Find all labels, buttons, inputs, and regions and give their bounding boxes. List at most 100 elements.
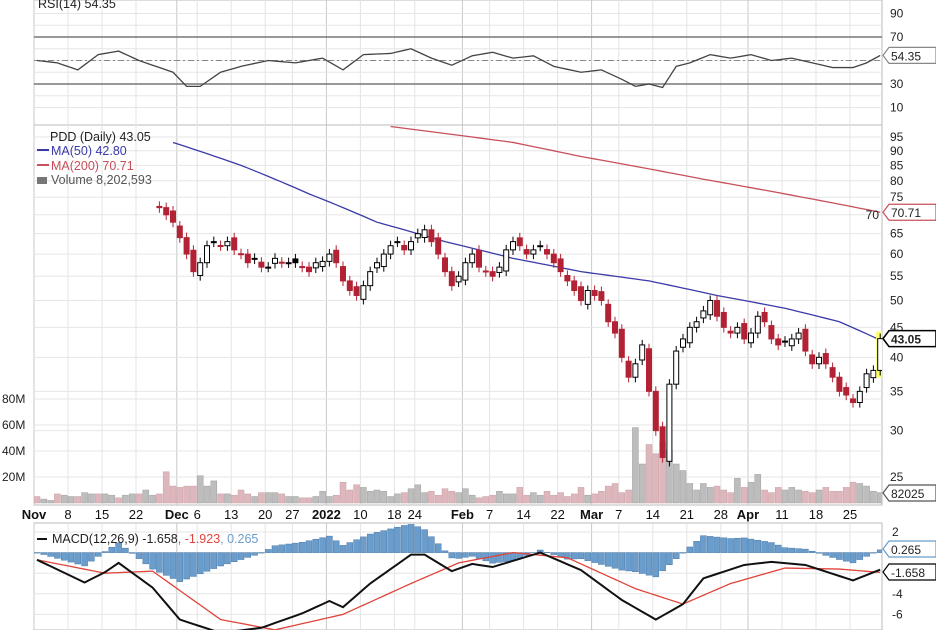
volume-bar (802, 491, 809, 504)
volume-tick-label: 20M (2, 470, 25, 484)
candle-body (183, 237, 190, 255)
macd-histogram-bar (577, 552, 585, 560)
candle (333, 245, 340, 268)
volume-bar (523, 494, 530, 504)
candle (591, 285, 598, 301)
candle-body (761, 311, 768, 323)
volume-bar (400, 492, 408, 504)
volume-bar (720, 489, 728, 504)
candle-body (204, 245, 210, 264)
volume-bar (414, 484, 422, 504)
volume-bar (870, 491, 877, 504)
ma200-line (390, 126, 881, 213)
macd-histogram-bar (88, 552, 95, 562)
macd-histogram-bar (47, 552, 54, 557)
volume-bar (570, 493, 578, 504)
candle (673, 346, 680, 390)
volume-bar (441, 488, 449, 504)
volume-bar (577, 487, 585, 504)
volume-bar (421, 492, 428, 504)
volume-bar (366, 491, 374, 504)
candle-body (312, 262, 319, 269)
volume-bar (258, 492, 265, 504)
date-label: 10 (353, 507, 367, 522)
candle-body (176, 225, 183, 239)
macd-tick-label: 2 (892, 525, 899, 539)
date-label: 25 (843, 507, 857, 522)
volume-bar (190, 485, 197, 504)
volume-bar (88, 493, 95, 504)
macd-histogram-bar (312, 538, 320, 553)
candle-body (843, 387, 850, 396)
candle-body (374, 262, 380, 269)
volume-bar (244, 493, 252, 504)
candle (870, 365, 877, 383)
candle (265, 262, 272, 273)
candle-body (625, 360, 632, 378)
volume-bar (237, 489, 245, 504)
volume-bar (754, 474, 762, 504)
volume-bar (822, 487, 830, 504)
volume-bar (591, 493, 598, 504)
candle (741, 318, 748, 345)
candle-body (448, 271, 455, 287)
macd-histogram-bar (795, 548, 802, 553)
candle-body (408, 241, 414, 251)
value-tag-box (882, 563, 936, 581)
candle (360, 280, 367, 305)
candle-body (333, 249, 340, 264)
date-label: 13 (224, 507, 238, 522)
candle (244, 249, 251, 268)
candle (258, 257, 265, 273)
volume-bar (543, 491, 551, 504)
macd-histogram-bar (489, 552, 496, 564)
volume-bar (598, 491, 605, 504)
macd-histogram-bar (224, 552, 231, 565)
candle-body (754, 315, 761, 334)
macd-legend-swatch (37, 538, 47, 540)
volume-bar (795, 489, 802, 504)
macd-histogram-bar (122, 547, 129, 553)
volume-bar (407, 488, 415, 504)
candle (408, 236, 414, 256)
volume-bar (516, 487, 524, 504)
macd-histogram-bar (802, 548, 809, 553)
candle-body (598, 291, 605, 302)
candle (700, 305, 707, 324)
candle (401, 240, 408, 256)
volume-bar (808, 492, 816, 504)
macd-histogram-bar (550, 552, 558, 555)
candle (680, 333, 686, 353)
candle-body (496, 266, 503, 273)
candle-body (673, 350, 680, 385)
volume-bar (482, 496, 490, 504)
candle (659, 421, 666, 463)
volume-bar (108, 494, 116, 504)
macd-histogram-bar (264, 549, 272, 553)
price-panel (156, 126, 882, 467)
macd-histogram-bar (183, 552, 190, 580)
macd-histogram-bar (808, 550, 816, 553)
macd-histogram-bar (591, 552, 598, 563)
rsi-tick-label: 70 (890, 30, 904, 44)
volume-bar (394, 493, 401, 504)
candle (374, 257, 380, 274)
volume-bar (360, 487, 367, 504)
candle (557, 253, 564, 277)
candle-body (714, 300, 720, 317)
value-tag-box (882, 329, 936, 348)
candle-body (476, 249, 482, 268)
volume-bar (815, 489, 823, 504)
macd-histogram-bar (400, 525, 408, 553)
volume-bar (135, 493, 143, 504)
volume-bar (169, 485, 177, 504)
candle-body (272, 257, 278, 264)
candle (802, 324, 809, 357)
macd-histogram-bar (176, 552, 184, 582)
volume-bar (346, 489, 354, 504)
candle (428, 224, 435, 247)
macd-histogram-bar (196, 552, 204, 575)
macd-histogram-bar (394, 526, 401, 553)
candle (183, 232, 190, 260)
price-tick-label: 25 (890, 470, 904, 484)
